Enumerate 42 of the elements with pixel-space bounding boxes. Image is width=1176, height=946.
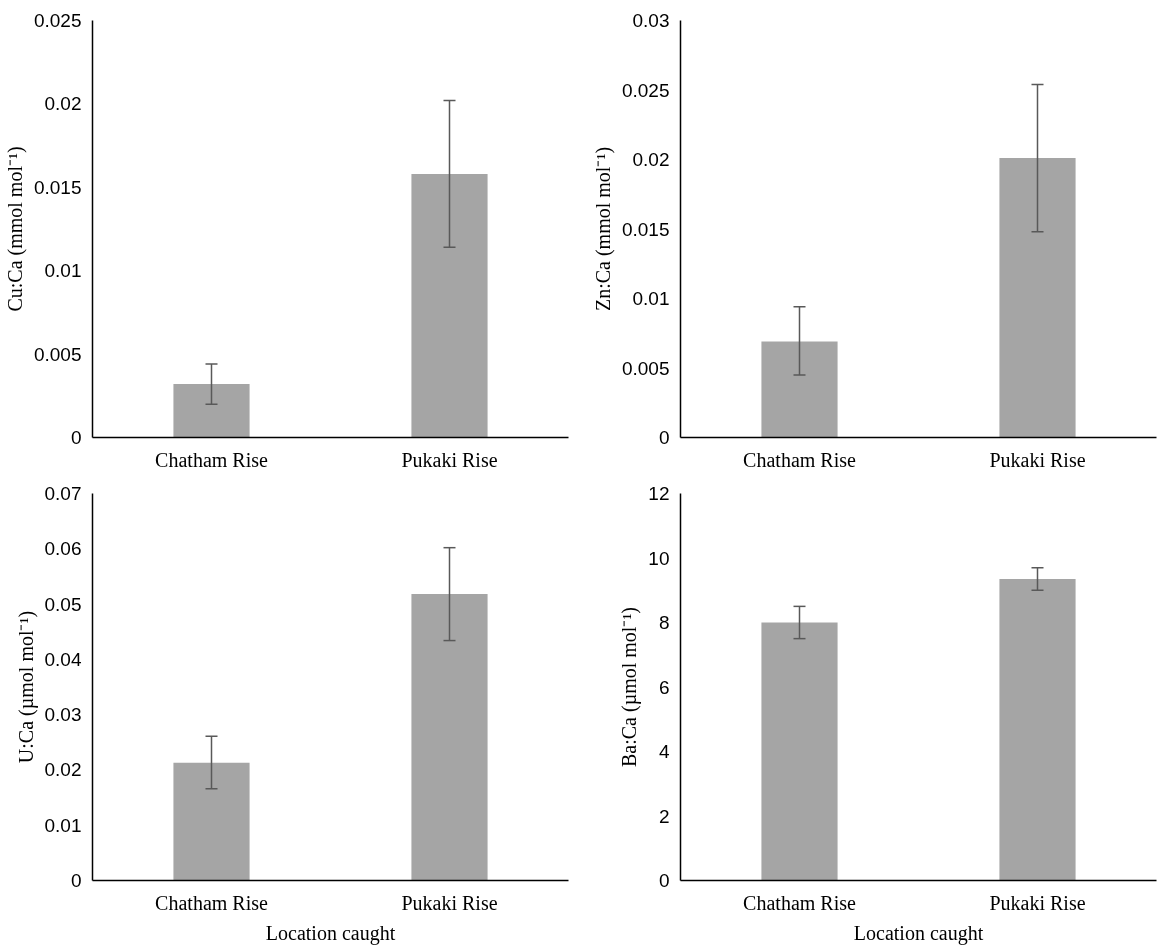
y-tick-label: 0.02 xyxy=(44,93,82,115)
y-tick-label: 0.005 xyxy=(621,357,670,379)
y-axis-title: Zn:Ca (mmol mol⁻¹) xyxy=(591,146,615,312)
y-axis-title: U:Ca (µmol mol⁻¹) xyxy=(14,610,38,764)
x-axis-title: Location caught xyxy=(853,921,984,945)
y-tick-label: 0 xyxy=(658,870,670,891)
x-tick-label: Pukaki Rise xyxy=(989,448,1086,471)
y-tick-label: 8 xyxy=(658,612,670,633)
y-tick-label: 0.025 xyxy=(621,79,670,101)
y-tick-label: 0.01 xyxy=(632,288,670,309)
y-tick-label: 12 xyxy=(648,483,670,504)
y-axis-title: Cu:Ca (mmol mol⁻¹) xyxy=(3,146,27,312)
y-tick-label: 0.07 xyxy=(44,483,82,504)
y-tick-label: 0.02 xyxy=(632,149,670,170)
y-tick-label: 0.02 xyxy=(44,759,82,781)
y-tick-label: 0.05 xyxy=(44,593,82,615)
y-tick-label: 0.005 xyxy=(33,343,82,365)
y-tick-label: 0.015 xyxy=(33,176,82,198)
y-tick-label: 0.025 xyxy=(33,10,82,31)
y-tick-label: 0.03 xyxy=(44,704,82,726)
y-tick-label: 10 xyxy=(648,547,670,569)
x-axis-title: Location caught xyxy=(265,921,396,945)
y-tick-label: 0.01 xyxy=(44,814,82,836)
x-tick-label: Pukaki Rise xyxy=(401,891,498,914)
x-tick-label: Chatham Rise xyxy=(155,448,268,471)
x-tick-label: Chatham Rise xyxy=(743,891,856,914)
y-tick-label: 0.06 xyxy=(44,538,82,560)
x-tick-label: Pukaki Rise xyxy=(989,891,1086,914)
y-tick-label: 0.04 xyxy=(44,648,82,670)
y-tick-label: 0 xyxy=(70,870,82,891)
y-tick-label: 0 xyxy=(658,427,670,448)
y-tick-label: 0.03 xyxy=(632,10,670,31)
y-tick-label: 0.01 xyxy=(44,260,82,282)
x-tick-label: Pukaki Rise xyxy=(401,448,498,471)
y-tick-label: 4 xyxy=(658,741,670,762)
y-tick-label: 0.015 xyxy=(621,218,670,240)
y-tick-label: 2 xyxy=(658,805,670,827)
y-tick-label: 6 xyxy=(658,676,670,698)
x-tick-label: Chatham Rise xyxy=(155,891,268,914)
y-axis-title: Ba:Ca (µmol mol⁻¹) xyxy=(618,606,642,768)
x-tick-label: Chatham Rise xyxy=(743,448,856,471)
y-tick-label: 0 xyxy=(70,427,82,448)
